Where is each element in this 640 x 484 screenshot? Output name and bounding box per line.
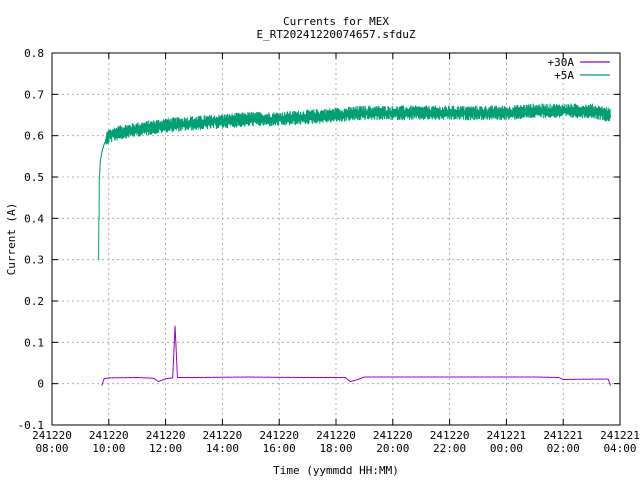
x-tick-label-time: 02:00 <box>547 442 580 455</box>
y-axis-label: Current (A) <box>5 203 18 276</box>
y-tick-label: 0.2 <box>24 295 44 308</box>
y-tick-label: 0.4 <box>24 212 44 225</box>
x-tick-label-date: 241221 <box>600 429 640 442</box>
chart-subtitle: E_RT20241220074657.sfduZ <box>257 28 416 41</box>
x-tick-label-time: 12:00 <box>149 442 182 455</box>
x-tick-label-date: 241220 <box>373 429 413 442</box>
y-tick-label: 0.8 <box>24 47 44 60</box>
x-tick-label-date: 241220 <box>32 429 72 442</box>
x-tick-label-time: 20:00 <box>376 442 409 455</box>
y-tick-label: 0.3 <box>24 254 44 267</box>
x-tick-label-time: 00:00 <box>490 442 523 455</box>
x-tick-label-date: 241220 <box>146 429 186 442</box>
y-tick-label: 0.5 <box>24 171 44 184</box>
x-tick-label-time: 08:00 <box>35 442 68 455</box>
y-tick-label: 0 <box>37 378 44 391</box>
x-tick-label-time: 04:00 <box>603 442 636 455</box>
legend-label: +30A <box>548 56 575 69</box>
x-tick-label-time: 22:00 <box>433 442 466 455</box>
y-tick-label: 0.1 <box>24 336 44 349</box>
x-tick-label-date: 241220 <box>316 429 356 442</box>
x-tick-label-date: 241220 <box>203 429 243 442</box>
chart-title: Currents for MEX <box>283 15 389 28</box>
series-line-plus-30a <box>101 325 612 386</box>
x-axis-label: Time (yymmdd HH:MM) <box>273 464 399 477</box>
y-tick-label: 0.6 <box>24 130 44 143</box>
legend-label: +5A <box>554 69 574 82</box>
x-tick-label-time: 14:00 <box>206 442 239 455</box>
x-tick-label-date: 241221 <box>487 429 527 442</box>
x-tick-label-time: 10:00 <box>92 442 125 455</box>
y-tick-label: 0.7 <box>24 88 44 101</box>
axis-ticks: -0.100.10.20.30.40.50.60.70.824122008:00… <box>18 47 640 455</box>
x-tick-label-time: 16:00 <box>263 442 296 455</box>
x-tick-label-date: 241220 <box>89 429 129 442</box>
x-tick-label-date: 241221 <box>543 429 583 442</box>
y-tick-label: -0.1 <box>18 419 45 432</box>
x-tick-label-time: 18:00 <box>319 442 352 455</box>
x-tick-label-date: 241220 <box>430 429 470 442</box>
series-layer <box>98 103 612 386</box>
series-line-plus-5a <box>98 103 611 261</box>
x-tick-label-date: 241220 <box>259 429 299 442</box>
legend: +30A+5A <box>548 56 610 82</box>
